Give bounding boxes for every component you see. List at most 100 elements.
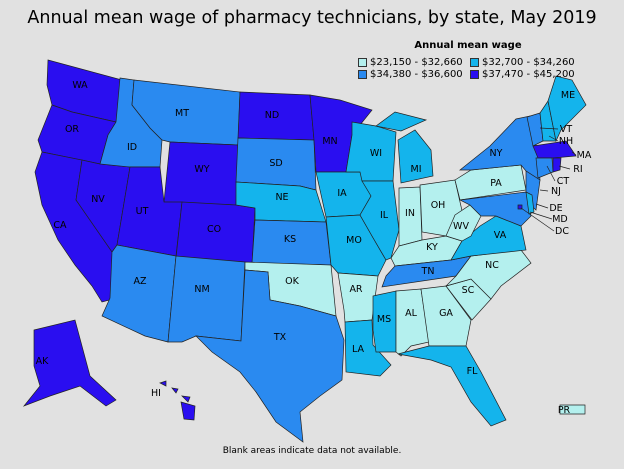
- state-nm: [167, 255, 246, 343]
- state-shape: [359, 180, 400, 261]
- state-label-pa: PA: [490, 178, 502, 189]
- state-de: [525, 191, 535, 215]
- state-label-ar: AR: [349, 284, 362, 295]
- state-label-ne: NE: [275, 192, 288, 203]
- legend: Annual mean wage $23,150 - $32,660 $32,7…: [358, 40, 598, 80]
- state-la: [344, 319, 392, 377]
- state-pa: [454, 164, 527, 201]
- state-label-az: AZ: [133, 276, 146, 287]
- state-label-wy: WY: [194, 164, 209, 175]
- state-label-nc: NC: [485, 260, 499, 271]
- state-label-ms: MS: [377, 314, 391, 325]
- state-label-co: CO: [207, 224, 221, 235]
- state-ri: [552, 157, 562, 173]
- state-label-ri: RI: [573, 164, 582, 175]
- leader-line: [558, 165, 571, 170]
- state-label-ma: MA: [577, 150, 592, 161]
- legend-swatch: [470, 58, 479, 67]
- state-shape: [171, 387, 179, 394]
- state-label-oh: OH: [431, 200, 446, 211]
- state-ct: [535, 157, 554, 179]
- state-shape: [547, 75, 587, 143]
- state-me: [547, 75, 587, 143]
- state-az: [101, 244, 177, 343]
- state-label-wv: WV: [453, 221, 469, 232]
- state-ar: [337, 272, 379, 323]
- leader-line: [548, 135, 559, 142]
- state-label-pr: PR: [558, 405, 571, 416]
- state-label-wi: WI: [370, 148, 382, 159]
- state-shape: [552, 157, 562, 173]
- state-ga: [420, 285, 472, 347]
- state-label-tx: TX: [273, 332, 287, 343]
- state-shape: [101, 244, 177, 343]
- state-label-nv: NV: [91, 194, 105, 205]
- state-label-nd: ND: [265, 110, 279, 121]
- state-pr: [559, 404, 586, 415]
- leader-line: [546, 165, 556, 182]
- state-hi: [159, 380, 196, 421]
- state-label-ct: CT: [557, 176, 570, 187]
- state-label-dc: DC: [555, 226, 569, 237]
- leader-line: [529, 211, 553, 220]
- legend-swatch: [358, 58, 367, 67]
- state-label-ak: AK: [36, 356, 49, 367]
- state-label-al: AL: [405, 308, 417, 319]
- state-label-sc: SC: [462, 285, 475, 296]
- legend-item-bin-2: $34,380 - $36,600: [358, 69, 470, 80]
- state-shape: [337, 272, 379, 323]
- state-ak: [22, 319, 117, 407]
- map-title: Annual mean wage of pharmacy technicians…: [27, 8, 597, 28]
- state-fl: [397, 345, 507, 427]
- state-label-nh: NH: [559, 136, 573, 147]
- leader-line: [539, 189, 549, 192]
- state-label-la: LA: [352, 344, 365, 355]
- state-label-ga: GA: [439, 308, 453, 319]
- legend-swatch: [470, 70, 479, 79]
- state-label-nj: NJ: [551, 186, 561, 197]
- state-label-in: IN: [405, 208, 415, 219]
- state-label-ia: IA: [337, 188, 347, 199]
- state-shape: [167, 255, 246, 343]
- leader-line: [571, 151, 577, 156]
- state-label-mo: MO: [346, 235, 362, 246]
- state-shape: [181, 395, 191, 403]
- state-ms: [372, 290, 397, 353]
- state-shape: [420, 285, 472, 347]
- state-label-fl: FL: [467, 366, 478, 377]
- state-label-mt: MT: [175, 108, 189, 119]
- state-label-mi: MI: [411, 164, 422, 175]
- state-shape: [397, 129, 434, 184]
- state-label-or: OR: [65, 124, 79, 135]
- legend-item-bin-0: $23,150 - $32,660: [358, 57, 470, 68]
- legend-swatch: [358, 70, 367, 79]
- state-label-tn: TN: [421, 266, 435, 277]
- state-shape: [454, 164, 527, 201]
- legend-item-bin-3: $37,470 - $45,200: [470, 69, 590, 80]
- state-shape: [525, 191, 535, 215]
- state-shape: [535, 157, 554, 179]
- state-shape: [375, 111, 428, 132]
- state-label-me: ME: [561, 90, 575, 101]
- state-shape: [344, 319, 392, 377]
- state-label-ut: UT: [136, 206, 149, 217]
- state-label-md: MD: [552, 214, 568, 225]
- state-shape: [159, 380, 167, 387]
- state-label-il: IL: [380, 210, 389, 221]
- state-label-ok: OK: [285, 276, 299, 287]
- state-tx: [195, 269, 345, 443]
- state-shape: [180, 401, 196, 421]
- state-label-ca: CA: [53, 220, 67, 231]
- leader-line: [539, 127, 559, 130]
- state-shape: [22, 319, 117, 407]
- state-label-ny: NY: [490, 148, 503, 159]
- state-label-va: VA: [494, 230, 507, 241]
- state-label-id: ID: [127, 142, 137, 153]
- state-label-de: DE: [549, 203, 562, 214]
- legend-item-bin-1: $32,700 - $34,260: [470, 57, 590, 68]
- legend-title: Annual mean wage: [414, 40, 522, 51]
- state-shape: [559, 404, 586, 415]
- state-shape: [195, 269, 345, 443]
